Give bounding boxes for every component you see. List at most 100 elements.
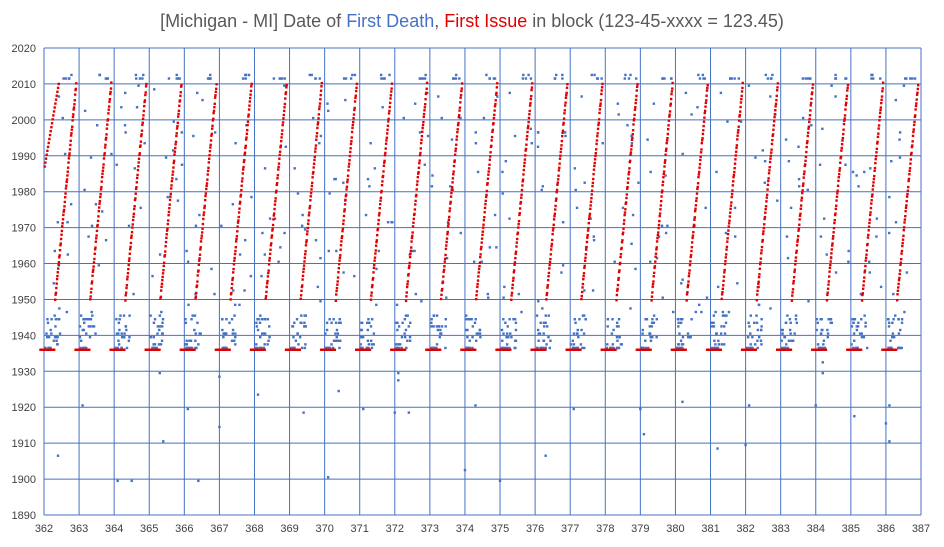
first-death-point (728, 77, 732, 80)
first-death-point (739, 120, 743, 123)
first-death-point (335, 249, 338, 253)
first-issue-point (93, 257, 96, 261)
first-death-point (644, 346, 648, 350)
first-death-point (660, 224, 664, 228)
first-death-point (712, 325, 716, 328)
first-death-point (160, 325, 164, 328)
first-issue-point (875, 151, 878, 154)
first-death-point (337, 321, 341, 325)
first-issue-point (740, 98, 743, 101)
first-issue-point (456, 128, 459, 131)
first-death-point (89, 156, 93, 159)
first-issue-point (726, 240, 729, 243)
first-death-point (87, 318, 91, 321)
first-death-point (710, 321, 714, 325)
first-death-point (634, 267, 637, 271)
first-issue-point (70, 131, 73, 135)
first-death-point (119, 314, 122, 317)
first-issue-point (339, 254, 342, 257)
first-death-point (375, 267, 378, 271)
first-issue-point (585, 240, 589, 244)
first-death-point (283, 77, 286, 80)
first-issue-point (522, 173, 525, 176)
first-issue-point (790, 299, 794, 302)
first-issue-point (767, 172, 771, 175)
first-death-point (268, 335, 271, 339)
first-issue-point (212, 111, 215, 115)
first-death-point (46, 318, 49, 321)
first-issue-point (869, 206, 873, 210)
first-issue-point (67, 157, 71, 160)
first-death-point (277, 260, 280, 263)
first-death-point (342, 181, 345, 184)
first-death-point (194, 224, 198, 228)
first-death-point (506, 325, 509, 328)
first-death-point (891, 332, 895, 335)
first-death-point (711, 325, 714, 328)
first-issue-point (248, 100, 252, 103)
first-issue-point (726, 237, 729, 240)
first-issue-point (801, 184, 805, 188)
first-issue-point (266, 275, 270, 278)
first-death-point (651, 335, 654, 339)
first-issue-point (243, 153, 246, 156)
first-death-point (316, 285, 320, 289)
first-death-point (754, 156, 757, 159)
first-death-outlier (716, 447, 719, 450)
first-issue-point (413, 212, 416, 216)
first-death-point (53, 314, 56, 317)
first-death-point (537, 339, 540, 342)
first-issue-point (756, 286, 760, 289)
first-issue-point (487, 167, 491, 170)
first-death-point (721, 314, 725, 317)
first-issue-point (775, 98, 778, 102)
first-issue-point (127, 263, 130, 267)
first-issue-point (597, 121, 600, 125)
first-death-point (704, 206, 707, 210)
first-death-point (826, 332, 830, 335)
first-death-point (413, 249, 416, 253)
first-issue-point (659, 204, 663, 207)
first-issue-point (843, 119, 846, 123)
first-issue-point (68, 152, 71, 155)
first-death-point (686, 332, 690, 335)
first-issue-point (266, 279, 269, 283)
first-issue-point (635, 94, 638, 98)
first-issue-point (160, 285, 163, 289)
first-issue-point (105, 127, 109, 130)
first-death-point (713, 339, 716, 342)
first-issue-point (239, 200, 242, 204)
first-death-point (171, 149, 175, 152)
first-issue-point (561, 134, 564, 138)
first-issue-point (425, 81, 429, 85)
first-issue-point (162, 268, 165, 272)
first-death-point (437, 95, 440, 98)
first-issue-point (369, 298, 373, 301)
first-issue-point (598, 111, 601, 115)
first-issue-point (662, 170, 666, 173)
first-death-point (197, 343, 200, 346)
first-death-point (47, 335, 51, 339)
first-issue-point (914, 108, 917, 111)
first-issue-point (319, 93, 322, 97)
first-issue-point (174, 140, 178, 144)
first-issue-point (581, 282, 585, 286)
first-death-point (821, 127, 824, 131)
y-tick-label: 1970 (12, 223, 36, 235)
first-issue-point (724, 256, 728, 259)
first-death-point (184, 321, 188, 325)
first-issue-point (248, 104, 251, 107)
first-death-point (375, 303, 378, 307)
first-issue-point (810, 92, 814, 96)
first-death-point (482, 116, 486, 120)
first-issue-point (308, 204, 312, 208)
first-issue-point (664, 149, 668, 153)
first-issue-point (214, 94, 217, 97)
first-issue-point (385, 132, 389, 135)
first-death-point (91, 325, 94, 328)
first-issue-point (445, 244, 448, 247)
first-issue-point (896, 289, 900, 292)
y-tick-label: 1900 (12, 474, 36, 486)
first-issue-point (774, 109, 777, 112)
first-issue-point (237, 219, 240, 222)
